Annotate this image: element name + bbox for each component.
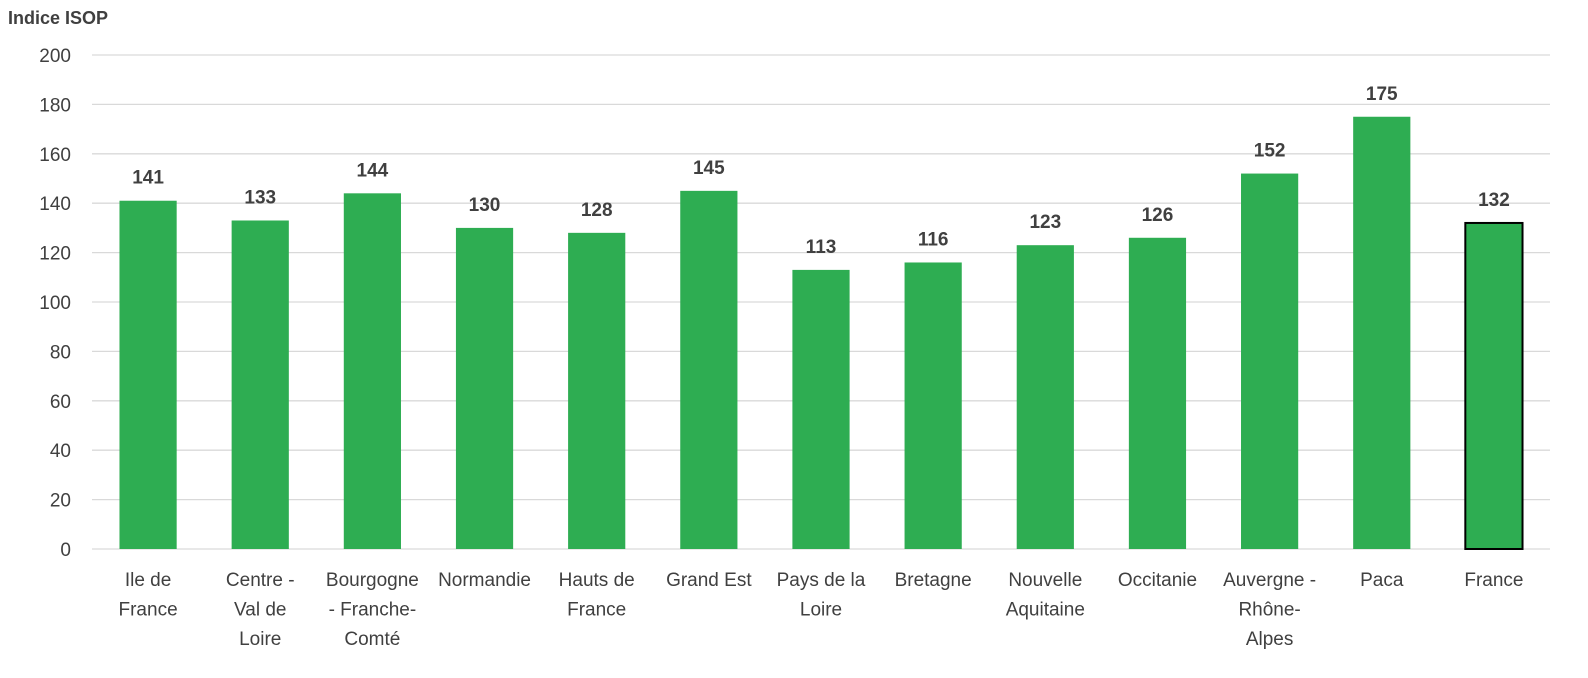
y-tick-label: 20 xyxy=(50,491,71,512)
data-label: 113 xyxy=(806,237,837,258)
x-tick-label-line: Pays de la xyxy=(777,570,866,591)
data-label: 141 xyxy=(132,168,164,189)
y-tick-label: 0 xyxy=(60,540,71,561)
x-tick-label-line: Normandie xyxy=(438,570,531,591)
x-tick-label: Grand Est xyxy=(666,570,752,591)
y-tick-label: 160 xyxy=(39,145,71,166)
x-tick-label-line: France xyxy=(1464,570,1523,591)
data-label: 175 xyxy=(1366,84,1398,105)
x-tick-label-line: Val de xyxy=(234,600,286,621)
x-tick-label-line: Bourgogne xyxy=(326,570,419,591)
y-tick-label: 140 xyxy=(39,194,71,215)
bar-hauts-de-france xyxy=(568,232,626,549)
x-tick-labels: Ile de France Centre - Val de Loire Bourgogne… xyxy=(119,570,1524,650)
y-axis-title: Indice ISOP xyxy=(8,8,108,28)
x-tick-label-line: Centre - xyxy=(226,570,295,591)
bar-pays-de-la-loire xyxy=(792,269,850,549)
x-tick-label: Hauts de France xyxy=(559,570,635,621)
data-label: 144 xyxy=(357,160,389,181)
data-labels: 141 133 144 130 128 145 113 116 123 126 152 175 132 xyxy=(132,84,1510,258)
x-tick-label: Nouvelle Aquitaine xyxy=(1006,570,1085,621)
x-tick-label-line: Rhône- xyxy=(1238,600,1300,621)
x-tick-label-line: Auvergne - xyxy=(1223,570,1316,591)
x-tick-label: Auvergne - Rhône- Alpes xyxy=(1223,570,1316,650)
data-label: 116 xyxy=(918,229,949,250)
bar-grand-est xyxy=(680,190,738,549)
data-label: 152 xyxy=(1254,141,1286,162)
bar-nouvelle-aquitaine xyxy=(1016,245,1074,549)
y-tick-label: 60 xyxy=(50,392,71,413)
x-tick-label-line: Alpes xyxy=(1246,629,1294,650)
bar-ile-de-france xyxy=(119,200,177,550)
x-tick-label: Ile de France xyxy=(119,570,178,621)
x-tick-label-line: France xyxy=(567,600,626,621)
x-tick-label-line: Ile de xyxy=(125,570,171,591)
x-tick-label: Bourgogne - Franche- Comté xyxy=(326,570,419,650)
x-tick-label: Occitanie xyxy=(1118,570,1197,591)
x-tick-label-line: Occitanie xyxy=(1118,570,1197,591)
x-tick-label-line: Bretagne xyxy=(895,570,972,591)
y-tick-label: 80 xyxy=(50,342,71,363)
y-tick-label: 180 xyxy=(39,95,71,116)
x-tick-label: Bretagne xyxy=(895,570,972,591)
x-tick-label-line: Grand Est xyxy=(666,570,752,591)
bar-occitanie xyxy=(1128,237,1187,549)
x-tick-label: Pays de la Loire xyxy=(777,570,866,621)
x-tick-label: France xyxy=(1464,570,1523,591)
x-tick-label-line: Nouvelle xyxy=(1008,570,1082,591)
bar-normandie xyxy=(455,227,514,549)
data-label: 133 xyxy=(244,187,276,208)
data-label: 145 xyxy=(693,158,725,179)
bars xyxy=(119,116,1524,551)
bar-auvergne-rh-ne-alpes xyxy=(1241,173,1299,549)
x-tick-label-line: Loire xyxy=(800,600,842,621)
bar-bourgogne-franche-comt xyxy=(343,193,401,549)
data-label: 126 xyxy=(1142,205,1174,226)
data-label: 123 xyxy=(1029,212,1061,233)
x-tick-label: Paca xyxy=(1360,570,1404,591)
y-tick-label: 100 xyxy=(39,293,71,314)
x-tick-label-line: Hauts de xyxy=(559,570,635,591)
x-tick-label-line: Comté xyxy=(344,629,400,650)
x-tick-label-line: France xyxy=(119,600,178,621)
x-tick-label-line: Aquitaine xyxy=(1006,600,1085,621)
bar-paca xyxy=(1353,116,1411,549)
y-tick-label: 120 xyxy=(39,244,71,265)
y-tick-label: 200 xyxy=(39,46,71,67)
data-label: 132 xyxy=(1478,190,1510,211)
x-tick-label-line: Loire xyxy=(239,629,281,650)
x-tick-label: Centre - Val de Loire xyxy=(226,570,295,650)
bar-centre-val-de-loire xyxy=(231,220,289,550)
x-tick-label-line: Paca xyxy=(1360,570,1404,591)
x-tick-label: Normandie xyxy=(438,570,531,591)
data-label: 128 xyxy=(581,200,613,221)
bar-france xyxy=(1464,221,1524,551)
y-tick-labels: 0 20 40 60 80 100 120 140 160 180 200 xyxy=(39,46,71,561)
x-tick-label-line: - Franche- xyxy=(329,600,417,621)
bar-bretagne xyxy=(904,262,962,549)
data-label: 130 xyxy=(469,195,501,216)
y-tick-label: 40 xyxy=(50,441,71,462)
